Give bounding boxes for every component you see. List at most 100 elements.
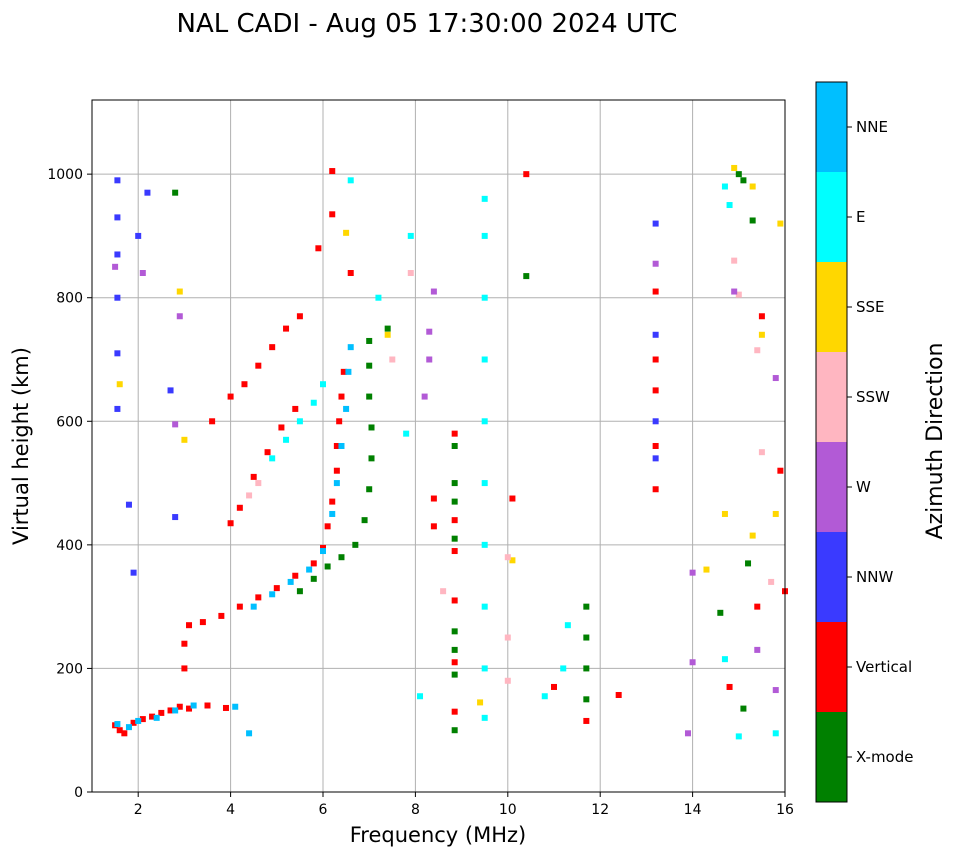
- colorbar-segment: [816, 82, 847, 172]
- echo-point: [125, 724, 132, 731]
- echo-point: [726, 202, 733, 209]
- echo-point: [306, 566, 313, 573]
- echo-point: [652, 331, 659, 338]
- echo-point: [269, 344, 276, 351]
- echo-point: [269, 455, 276, 462]
- echo-point: [754, 603, 761, 610]
- echo-point: [114, 294, 121, 301]
- echo-point: [754, 646, 761, 653]
- echo-point: [731, 257, 738, 264]
- echo-point: [749, 217, 756, 224]
- y-tick-label: 0: [74, 785, 83, 801]
- echo-point: [204, 702, 211, 709]
- echo-point: [731, 164, 738, 171]
- echo-point: [125, 501, 132, 508]
- echo-point: [758, 331, 765, 338]
- echo-point: [158, 709, 165, 716]
- echo-point: [735, 291, 742, 298]
- echo-point: [583, 603, 590, 610]
- echo-point: [172, 707, 179, 714]
- echo-point: [278, 424, 285, 431]
- echo-point: [477, 699, 484, 706]
- echo-point: [343, 405, 350, 412]
- echo-point: [130, 569, 137, 576]
- echo-point: [116, 381, 123, 388]
- echo-point: [451, 498, 458, 505]
- echo-point: [504, 554, 511, 561]
- x-tick-label: 12: [591, 802, 609, 818]
- echo-point: [745, 560, 752, 567]
- echo-point: [368, 424, 375, 431]
- echo-point: [190, 702, 197, 709]
- echo-point: [287, 578, 294, 585]
- colorbar-tick-label: W: [856, 478, 871, 496]
- echo-point: [451, 443, 458, 449]
- echo-point: [703, 566, 710, 573]
- echo-point: [481, 232, 488, 239]
- echo-point: [407, 270, 414, 276]
- echo-point: [310, 399, 317, 406]
- echo-point: [652, 260, 659, 267]
- echo-point: [324, 523, 331, 530]
- echo-point: [523, 171, 530, 178]
- echo-point: [114, 251, 121, 258]
- echo-point: [754, 347, 761, 354]
- echo-point: [139, 270, 146, 276]
- echo-point: [721, 656, 728, 663]
- echo-point: [347, 270, 354, 276]
- echo-point: [504, 677, 511, 684]
- echo-point: [320, 548, 326, 555]
- x-tick-label: 2: [134, 802, 143, 818]
- echo-point: [333, 443, 340, 449]
- echo-point: [417, 693, 424, 700]
- y-tick-label: 800: [56, 291, 83, 307]
- echo-point: [329, 211, 336, 218]
- echo-point: [777, 467, 784, 474]
- echo-point: [366, 337, 373, 344]
- echo-point: [236, 504, 243, 511]
- echo-point: [186, 705, 193, 712]
- echo-point: [481, 195, 488, 202]
- echo-point: [421, 393, 428, 400]
- echo-point: [583, 717, 590, 724]
- echo-point: [717, 609, 724, 616]
- echo-point: [176, 288, 183, 295]
- x-tick-label: 8: [411, 802, 420, 818]
- x-tick-label: 10: [499, 802, 517, 818]
- echo-point: [114, 350, 121, 357]
- echo-point: [481, 418, 488, 425]
- y-tick-label: 200: [56, 661, 83, 677]
- echo-point: [583, 634, 590, 641]
- echo-point: [523, 273, 530, 280]
- echo-point: [176, 313, 183, 320]
- echo-point: [481, 541, 488, 548]
- echo-point: [541, 693, 548, 700]
- echo-point: [250, 603, 257, 610]
- echo-point: [186, 622, 193, 629]
- echo-point: [338, 554, 345, 561]
- echo-point: [481, 603, 488, 610]
- x-axis-label: Frequency (MHz): [350, 823, 526, 847]
- echo-point: [167, 387, 174, 394]
- colorbar-segment: [816, 442, 847, 532]
- echo-point: [451, 708, 458, 715]
- echo-point: [740, 705, 747, 712]
- echo-point: [352, 541, 359, 548]
- echo-point: [451, 659, 458, 666]
- echo-point: [153, 714, 160, 721]
- echo-point: [735, 733, 742, 740]
- chart-title: NAL CADI - Aug 05 17:30:00 2024 UTC: [177, 9, 678, 39]
- echo-point: [368, 455, 375, 462]
- echo-point: [273, 585, 280, 592]
- echo-point: [481, 294, 488, 301]
- axes: 2 4 6 8 10 12 14 16 0 200 400 600 800 1000: [47, 167, 794, 818]
- echo-point: [772, 730, 779, 737]
- echo-point: [338, 443, 345, 449]
- echo-point: [652, 288, 659, 295]
- echo-point: [740, 177, 747, 184]
- echo-point: [652, 220, 659, 227]
- x-tick-label: 4: [226, 802, 235, 818]
- echo-point: [509, 495, 516, 502]
- echo-point: [772, 687, 779, 694]
- colorbar-segment: [816, 262, 847, 352]
